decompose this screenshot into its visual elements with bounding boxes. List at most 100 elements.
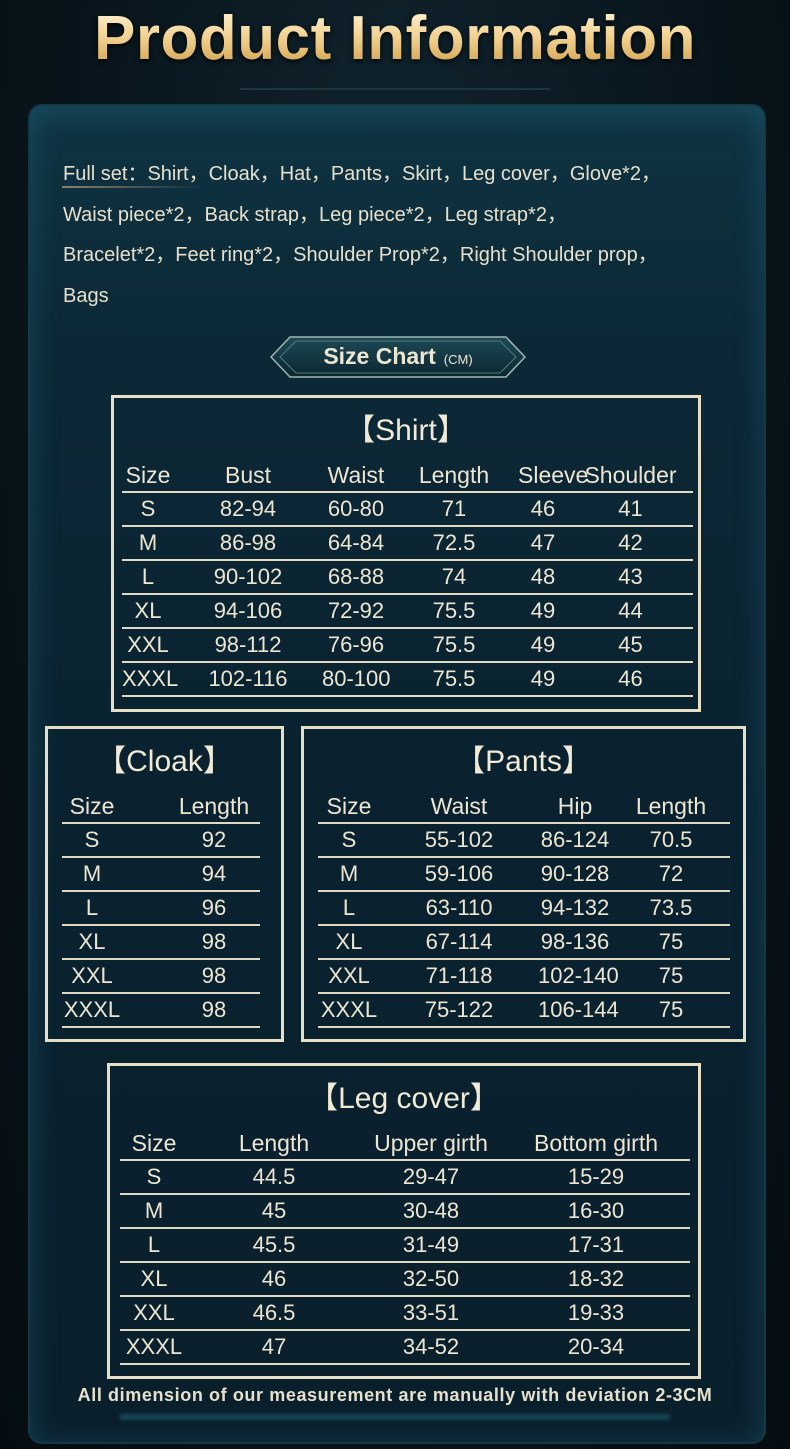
table-cell: 102-140 — [538, 963, 619, 988]
column-header: Sleeve — [518, 461, 589, 488]
column-header: Hip — [557, 792, 593, 819]
table-row: L 45.5 31-49 17-31 — [120, 1229, 690, 1263]
table-cell: 94 — [201, 861, 227, 886]
table-cell: 43 — [618, 564, 643, 589]
table-cell: 49 — [530, 598, 556, 623]
table-cell: 46 — [618, 666, 643, 691]
table-cell: XXXL — [122, 666, 179, 691]
intro-line: Waist piece*2，Back strap，Leg piece*2，Leg… — [63, 203, 567, 226]
table-cell: 45 — [261, 1198, 287, 1223]
table-cell: XXXL — [320, 997, 378, 1022]
table-cell: 59-106 — [424, 861, 494, 886]
size-chart-label: Size Chart — [323, 343, 436, 369]
table-cell: XL — [335, 929, 363, 954]
intro-line: Bracelet*2，Feet ring*2，Shoulder Prop*2，R… — [63, 244, 658, 266]
table-cell: L — [342, 895, 356, 920]
column-header: Waist — [430, 792, 488, 819]
table-cell: XL — [134, 598, 162, 623]
table-row: XXXL 102-116 80-100 75.5 49 46 — [122, 663, 693, 697]
table-row: XXXL 98 — [62, 994, 260, 1028]
table-cell: 45 — [618, 632, 643, 657]
table-cell: 92 — [201, 827, 227, 852]
table-cell: 74 — [441, 564, 467, 589]
table-cell: 72.5 — [432, 530, 476, 555]
shirt-table-title: 【Shirt】 — [345, 414, 467, 447]
table-row: M 94 — [62, 858, 260, 892]
table-row: S 55-102 86-124 70.5 — [318, 824, 730, 858]
table-cell: L — [147, 1232, 161, 1257]
table-cell: M — [82, 861, 102, 886]
full-set-description: Full set：Shirt，Cloak，Hat，Pants，Skirt，Leg… — [63, 154, 763, 316]
table-cell: 98 — [201, 963, 227, 988]
column-header: Upper girth — [374, 1129, 488, 1156]
table-cell: 63-110 — [425, 895, 493, 920]
table-cell: 98-136 — [540, 929, 610, 954]
table-cell: 75-122 — [424, 997, 494, 1022]
table-cell: 72 — [658, 861, 684, 886]
table-cell: 90-102 — [213, 564, 283, 589]
table-cell: XXL — [133, 1300, 175, 1325]
table-cell: 33-51 — [402, 1300, 460, 1325]
table-cell: XXL — [71, 963, 113, 988]
table-cell: 75.5 — [432, 598, 476, 623]
table-cell: 68-88 — [327, 564, 385, 589]
table-cell: 48 — [530, 564, 556, 589]
table-cell: 42 — [618, 530, 643, 555]
table-cell: S — [146, 1164, 162, 1189]
table-cell: 80-100 — [322, 666, 391, 691]
table-cell: 72-92 — [327, 598, 385, 623]
table-cell: L — [85, 895, 99, 920]
table-cell: XL — [78, 929, 106, 954]
table-cell: 102-116 — [208, 666, 288, 691]
column-header: Length — [418, 461, 490, 488]
column-header: Bottom girth — [534, 1129, 658, 1156]
table-row: XXL 98-112 76-96 75.5 49 45 — [122, 629, 693, 663]
table-cell: 41 — [618, 496, 643, 521]
column-header: Length — [178, 792, 250, 819]
table-cell: M — [144, 1198, 164, 1223]
table-cell: 73.5 — [649, 895, 693, 920]
table-row: XL 94-106 72-92 75.5 49 44 — [122, 595, 693, 629]
page-title: Product Information — [0, 0, 790, 78]
table-cell: 98-112 — [214, 632, 282, 657]
table-row: M 45 30-48 16-30 — [120, 1195, 690, 1229]
table-cell: 86-124 — [540, 827, 610, 852]
table-header-row: Size Length — [62, 790, 260, 824]
table-row: XXL 71-118 102-140 75 — [318, 960, 730, 994]
column-header: Bust — [224, 461, 272, 488]
table-cell: 46.5 — [252, 1300, 296, 1325]
table-cell: XL — [140, 1266, 168, 1291]
table-cell: 94-132 — [540, 895, 610, 920]
table-header-row: Size Length Upper girth Bottom girth — [120, 1127, 690, 1161]
leg-cover-table-title: 【Leg cover】 — [308, 1082, 500, 1115]
table-row: S 92 — [62, 824, 260, 858]
leg-cover-size-table: 【Leg cover】 Size Length Upper girth Bottom … — [107, 1063, 701, 1379]
table-cell: L — [141, 564, 155, 589]
table-cell: M — [339, 861, 359, 886]
size-chart-badge: Size Chart (CM) — [270, 336, 526, 378]
panel-glow — [120, 1415, 670, 1419]
table-cell: XXL — [127, 632, 169, 657]
table-row: L 90-102 68-88 74 48 43 — [122, 561, 693, 595]
table-cell: 17-31 — [567, 1232, 625, 1257]
table-row: XL 67-114 98-136 75 — [318, 926, 730, 960]
table-cell: 98 — [201, 929, 227, 954]
table-row: XL 46 32-50 18-32 — [120, 1263, 690, 1297]
table-cell: 19-33 — [567, 1300, 625, 1325]
table-cell: XXXL — [63, 997, 121, 1022]
table-cell: 106-144 — [538, 997, 619, 1022]
table-cell: 98 — [201, 997, 227, 1022]
shirt-size-table: 【Shirt】 Size Bust Waist Length Sleeve Shoulde… — [111, 395, 701, 712]
table-cell: 20-34 — [567, 1334, 625, 1359]
table-row: XXL 46.5 33-51 19-33 — [120, 1297, 690, 1331]
intro-line: Full set：Shirt，Cloak，Hat，Pants，Skirt，Leg… — [63, 163, 661, 185]
table-cell: 16-30 — [567, 1198, 625, 1223]
column-header: Length — [238, 1129, 310, 1156]
table-cell: 71-118 — [425, 963, 493, 988]
table-row: S 82-94 60-80 71 46 41 — [122, 493, 693, 527]
table-cell: 75 — [658, 929, 684, 954]
title-decoration — [240, 68, 550, 90]
table-row: L 63-110 94-132 73.5 — [318, 892, 730, 926]
table-cell: 76-96 — [327, 632, 385, 657]
table-cell: 82-94 — [219, 496, 277, 521]
